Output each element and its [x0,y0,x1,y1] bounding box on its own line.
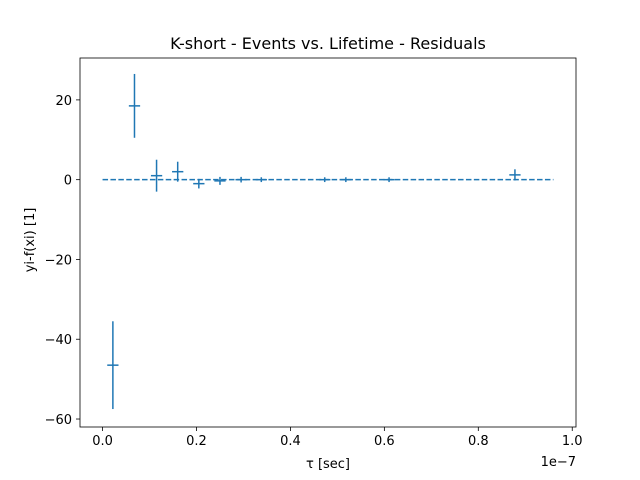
x-tick-label: 0.2 [186,434,207,449]
data-point-1 [107,321,119,410]
x-tick-label: 0.0 [92,434,113,449]
axes-frame [79,57,577,428]
y-tick-label: −20 [45,253,72,268]
data-point-3 [150,159,163,192]
y-tick-label: 20 [55,94,72,109]
y-axis-label: yi-f(xi) [1] [23,208,38,273]
y-tick-label: −60 [45,413,72,428]
x-tick-label: 0.6 [374,434,395,449]
y-tick-label: −40 [45,333,72,348]
y-tick-label: 0 [64,174,72,189]
data-point-2 [128,73,141,138]
plot-area [102,73,554,410]
x-tick-label: 0.4 [280,434,301,449]
x-tick-label: 1.0 [562,434,583,449]
data-point-6 [214,176,226,185]
data-point-5 [193,178,205,189]
x-axis-offset-label: 1e−7 [541,455,576,470]
axes: 0.0 0.2 0.4 0.6 0.8 1.0 −60 −40 −20 0 20 [45,57,583,449]
data-point-4 [172,161,184,182]
data-point-12 [509,169,521,181]
x-axis-label: τ [sec] [306,457,350,472]
chart-title: K-short - Events vs. Lifetime - Residual… [170,34,486,53]
x-tick-label: 0.8 [468,434,489,449]
